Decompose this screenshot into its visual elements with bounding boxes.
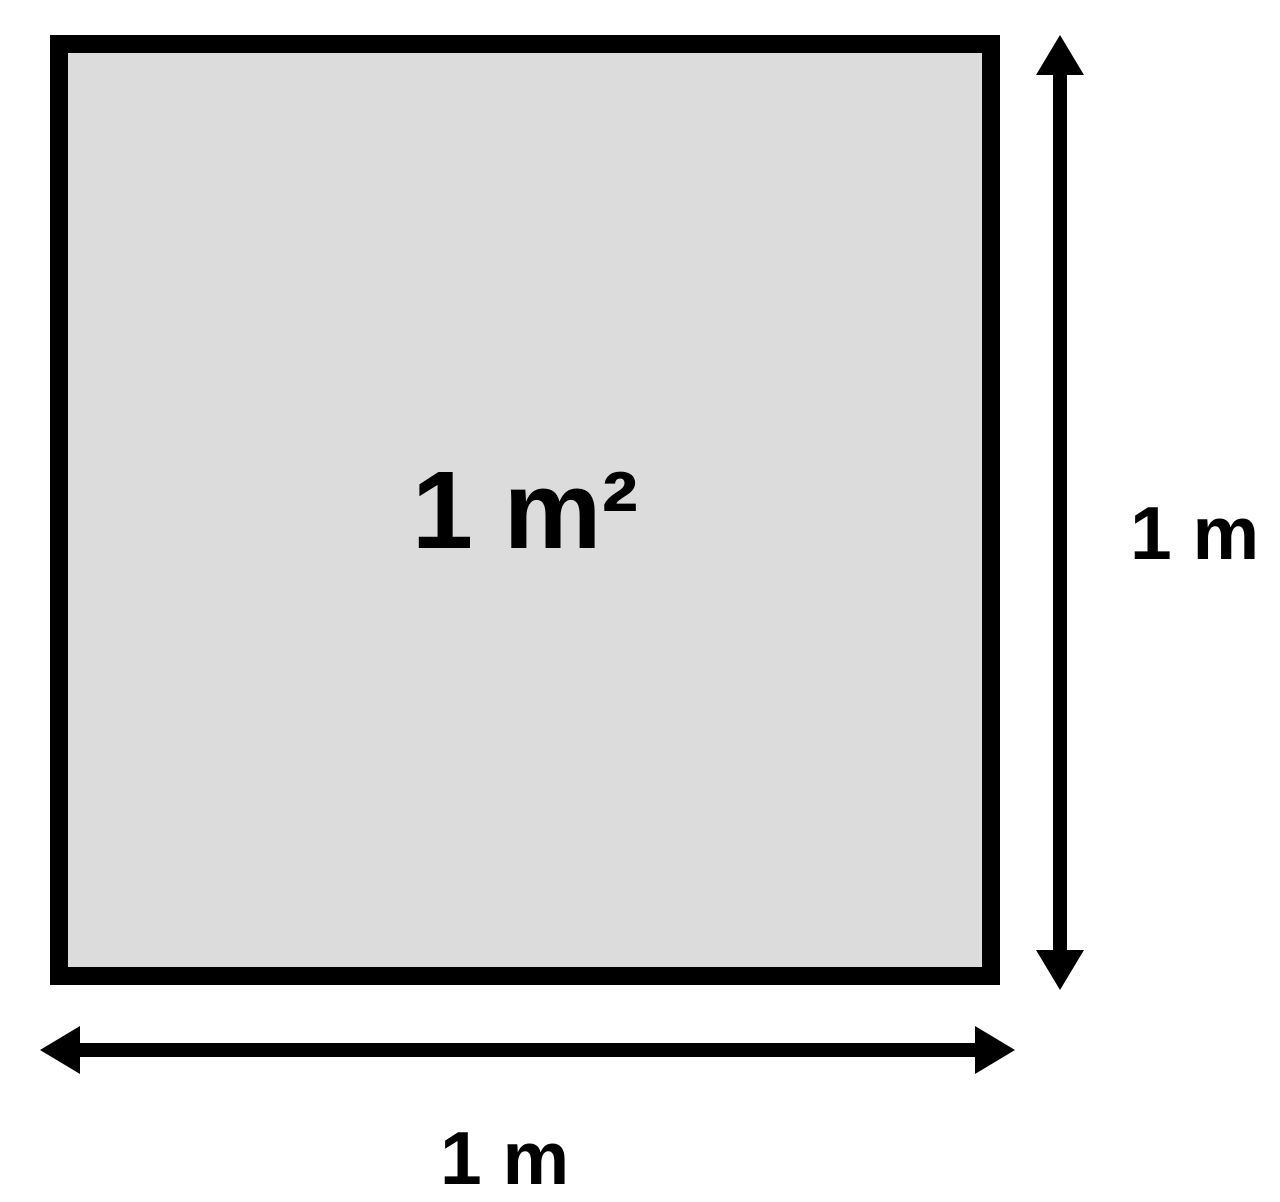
area-label: 1 m² xyxy=(412,447,638,574)
width-arrow xyxy=(40,1000,1015,1100)
height-label: 1 m xyxy=(1130,490,1259,576)
vertical-arrow-icon xyxy=(1010,35,1110,990)
width-label: 1 m xyxy=(440,1115,569,1201)
horizontal-arrow-icon xyxy=(40,1000,1015,1100)
height-arrow xyxy=(1010,35,1110,990)
unit-square: 1 m² xyxy=(50,35,1000,985)
unit-square-diagram: 1 m² 1 m 1 m xyxy=(0,0,1280,1202)
